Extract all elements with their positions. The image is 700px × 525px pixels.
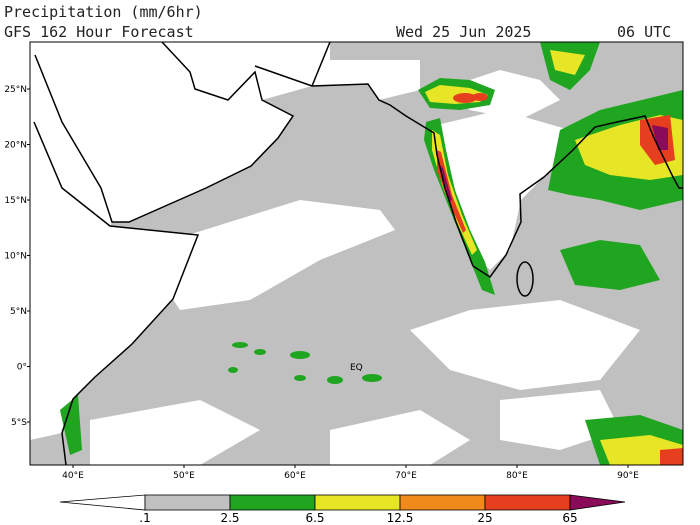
title: Precipitation (mm/6hr) — [4, 3, 203, 21]
lat-label: 10°N — [4, 252, 27, 262]
lon-label: 40°E — [62, 471, 84, 481]
colorbar-label: 65 — [562, 511, 577, 525]
lat-label: 15°N — [4, 196, 27, 206]
lon-label: 60°E — [284, 471, 306, 481]
lat-label: 25°N — [4, 85, 27, 95]
lat-label: 0° — [17, 363, 27, 373]
colorbar-label: 25 — [477, 511, 492, 525]
lon-label: 90°E — [617, 471, 639, 481]
date: Wed 25 Jun 2025 — [396, 23, 531, 41]
subtitle: GFS 162 Hour Forecast — [4, 23, 194, 41]
lon-label: 80°E — [506, 471, 528, 481]
time: 06 UTC — [617, 23, 671, 41]
colorbar-label: 12.5 — [387, 511, 414, 525]
colorbar-label: .1 — [139, 511, 150, 525]
equator-label: EQ — [350, 363, 363, 373]
lat-label: 20°N — [4, 141, 27, 151]
map-frame — [29, 41, 684, 466]
map-area — [30, 42, 683, 465]
colorbar-label: 6.5 — [305, 511, 324, 525]
lat-label: 5°S — [11, 418, 27, 428]
lon-label: 70°E — [395, 471, 417, 481]
lon-label: 50°E — [173, 471, 195, 481]
colorbar — [59, 494, 626, 511]
colorbar-label: 2.5 — [220, 511, 239, 525]
lat-label: 5°N — [10, 307, 27, 317]
